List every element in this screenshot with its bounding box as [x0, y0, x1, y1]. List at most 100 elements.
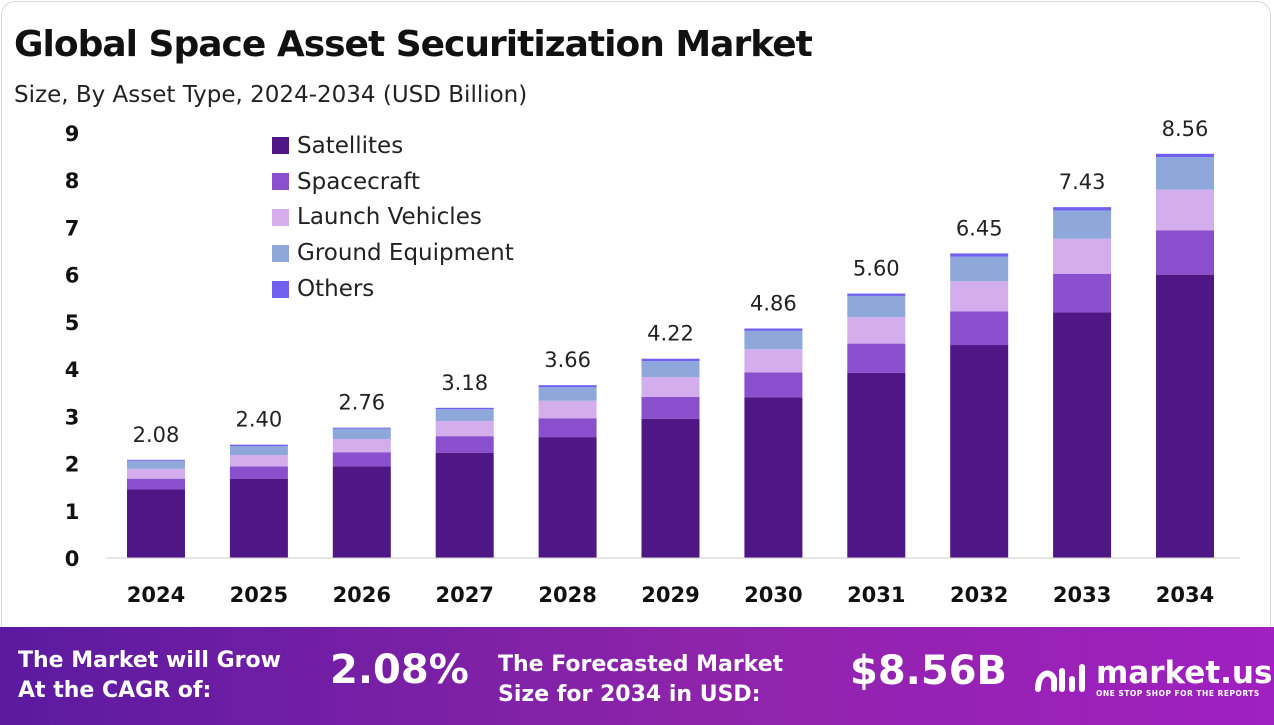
bar-group-2029: 4.22 [641, 322, 700, 558]
bar-segment-spacecraft [332, 452, 391, 467]
bar-segment-ground-equipment [950, 256, 1009, 282]
bar-segment-ground-equipment [538, 387, 597, 401]
legend-swatch [272, 137, 289, 155]
total-data-label: 4.22 [647, 322, 694, 346]
legend-label: Launch Vehicles [297, 204, 482, 231]
y-tick-label: 0 [65, 547, 80, 571]
bar-segment-ground-equipment [641, 361, 700, 378]
bar-group-2025: 2.40 [229, 408, 288, 558]
bar-segment-satellites [1156, 274, 1214, 558]
bar-segment-ground-equipment [332, 428, 391, 439]
bar-segment-launch-vehicles [127, 468, 185, 479]
bar-segment-launch-vehicles [538, 400, 597, 419]
brand-name: market.us [1096, 655, 1273, 691]
bar-segment-others [127, 459, 185, 461]
bar-segment-satellites [127, 489, 185, 558]
bars: 2.08 2.40 2.76 3.18 3.66 4.22 4.86 5.60 6.45 7.43… [127, 117, 1214, 558]
bar-segment-launch-vehicles [332, 439, 391, 453]
total-data-label: 6.45 [956, 216, 1003, 240]
legend-swatch [272, 244, 289, 262]
bar-segment-launch-vehicles [950, 281, 1009, 312]
bar-segment-launch-vehicles [229, 455, 288, 467]
bar-group-2024: 2.08 [127, 423, 185, 558]
bar-segment-ground-equipment [1156, 157, 1214, 190]
total-data-label: 8.56 [1162, 117, 1209, 141]
legend-label: Satellites [297, 132, 404, 159]
bar-segment-spacecraft [127, 478, 185, 490]
bar-segment-spacecraft [744, 372, 803, 398]
bar-segment-others [332, 427, 391, 429]
bar-segment-others [229, 444, 288, 447]
y-tick-label: 7 [65, 216, 80, 240]
bar-segment-satellites [744, 397, 803, 558]
x-tick-label: 2034 [1156, 583, 1214, 607]
bar-segment-satellites [229, 478, 288, 558]
y-tick-label: 9 [65, 122, 80, 146]
brand-tagline: ONE STOP SHOP FOR THE REPORTS [1096, 689, 1260, 698]
bar-group-2030: 4.86 [744, 292, 803, 558]
footer-banner: The Market will Grow At the CAGR of: 2.0… [0, 627, 1274, 725]
x-tick-label: 2026 [333, 583, 391, 607]
forecast-value: $8.56B [850, 648, 1008, 694]
x-tick-label: 2027 [435, 583, 493, 607]
forecast-label-line1: The Forecasted Market [498, 652, 784, 677]
bar-segment-satellites [538, 437, 597, 558]
bar-segment-launch-vehicles [435, 421, 494, 437]
bar-segment-launch-vehicles [1053, 238, 1112, 274]
y-tick-label: 6 [65, 264, 80, 288]
bar-segment-others [847, 293, 906, 296]
legend-swatch [272, 280, 289, 298]
bar-segment-satellites [641, 418, 700, 558]
bar-group-2026: 2.76 [332, 391, 391, 558]
bar-segment-spacecraft [1053, 273, 1112, 313]
x-tick-label: 2025 [230, 583, 288, 607]
y-tick-label: 3 [65, 405, 80, 429]
bar-segment-ground-equipment [127, 460, 185, 469]
legend-item: Launch Vehicles [272, 200, 514, 236]
legend-label: Ground Equipment [297, 240, 514, 267]
bar-segment-spacecraft [1156, 230, 1214, 275]
total-data-label: 3.66 [544, 348, 591, 372]
legend-item: Spacecraft [272, 164, 514, 200]
bar-segment-launch-vehicles [744, 349, 803, 373]
bar-segment-satellites [1053, 312, 1112, 558]
bar-group-2033: 7.43 [1053, 170, 1112, 558]
bar-segment-others [435, 407, 494, 410]
bar-segment-others [538, 385, 597, 388]
x-tick-label: 2028 [538, 583, 596, 607]
bar-group-2032: 6.45 [950, 216, 1009, 558]
forecast-label-line2: Size for 2034 in USD: [498, 682, 761, 707]
stacked-bar-chart: 0 1 2 3 4 5 6 7 8 9 2.08 2.40 2.76 3.18 3.66 4.22 4.86 5… [65, 117, 1240, 607]
legend-label: Others [297, 276, 375, 303]
chart-title: Global Space Asset Securitization Market [14, 24, 813, 65]
bar-segment-satellites [847, 372, 906, 558]
bar-group-2034: 8.56 [1156, 117, 1214, 558]
legend-label: Spacecraft [297, 168, 420, 195]
bar-group-2031: 5.60 [847, 257, 906, 558]
x-axis: 2024 2025 2026 2027 2028 2029 2030 2031 2032 2033… [106, 557, 1240, 607]
total-data-label: 2.76 [338, 391, 385, 415]
x-tick-label: 2030 [744, 583, 802, 607]
cagr-label-line2: At the CAGR of: [18, 678, 212, 703]
legend-swatch [272, 208, 289, 226]
x-tick-label: 2029 [641, 583, 699, 607]
total-data-label: 2.08 [133, 423, 180, 447]
bar-segment-others [641, 358, 700, 362]
bar-segment-others [950, 253, 1009, 257]
bar-segment-spacecraft [847, 343, 906, 373]
total-data-label: 4.86 [750, 292, 797, 316]
bar-segment-launch-vehicles [1156, 189, 1214, 231]
y-tick-label: 8 [65, 169, 80, 193]
y-tick-label: 1 [65, 500, 80, 524]
y-tick-label: 5 [65, 311, 80, 335]
bar-segment-spacecraft [950, 311, 1009, 346]
bar-group-2027: 3.18 [435, 371, 494, 558]
legend-item: Others [272, 271, 514, 307]
bar-segment-ground-equipment [847, 295, 906, 318]
cagr-label-line1: The Market will Grow [18, 648, 281, 673]
total-data-label: 7.43 [1059, 170, 1106, 194]
bar-segment-others [1156, 153, 1214, 158]
y-tick-label: 2 [65, 453, 80, 477]
brand-logo: market.us ONE STOP SHOP FOR THE REPORTS [1034, 657, 1272, 698]
bar-segment-satellites [950, 345, 1009, 558]
